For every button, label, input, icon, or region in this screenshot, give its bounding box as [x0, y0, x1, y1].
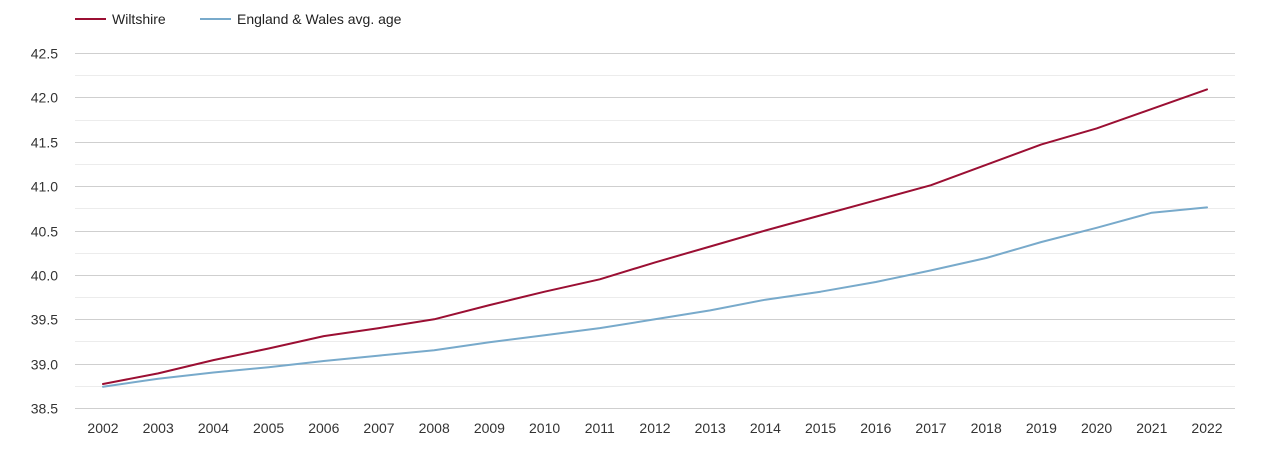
x-tick-label: 2002: [87, 420, 118, 436]
y-tick-label: 40.5: [31, 224, 58, 240]
y-tick-label: 38.5: [31, 401, 58, 417]
x-axis: 2002 2003 2004 2005 2006 2007 2008 2009 2010 2011…: [87, 420, 1222, 436]
y-tick-label: 40.0: [31, 268, 58, 284]
x-tick-label: 2020: [1081, 420, 1112, 436]
legend-label-england-wales: England & Wales avg. age: [237, 11, 402, 27]
y-tick-label: 42.0: [31, 90, 58, 106]
series-line-england-wales: [102, 206, 1208, 388]
y-tick-label: 41.0: [31, 179, 58, 195]
legend-label-wiltshire: Wiltshire: [112, 11, 166, 27]
x-tick-label: 2006: [308, 420, 339, 436]
x-tick-label: 2004: [198, 420, 229, 436]
y-tick-label: 39.0: [31, 357, 58, 373]
x-tick-label: 2019: [1026, 420, 1057, 436]
x-tick-label: 2005: [253, 420, 284, 436]
x-tick-label: 2009: [474, 420, 505, 436]
x-tick-label: 2003: [143, 420, 174, 436]
x-tick-label: 2014: [750, 420, 781, 436]
x-tick-label: 2013: [695, 420, 726, 436]
y-tick-label: 41.5: [31, 135, 58, 151]
x-tick-label: 2008: [419, 420, 450, 436]
x-tick-label: 2012: [639, 420, 670, 436]
series-line-wiltshire: [102, 88, 1208, 385]
series-lines: [102, 88, 1208, 388]
x-tick-label: 2021: [1136, 420, 1167, 436]
x-tick-label: 2018: [971, 420, 1002, 436]
x-tick-label: 2011: [585, 420, 615, 436]
x-tick-label: 2017: [915, 420, 946, 436]
grid: [75, 53, 1235, 409]
x-tick-label: 2015: [805, 420, 836, 436]
y-axis: 38.5 39.0 39.5 40.0 40.5 41.0 41.5 42.0 42.5: [31, 46, 58, 417]
x-tick-label: 2016: [860, 420, 891, 436]
y-tick-label: 39.5: [31, 312, 58, 328]
y-tick-label: 42.5: [31, 46, 58, 62]
x-tick-label: 2022: [1191, 420, 1222, 436]
x-tick-label: 2007: [363, 420, 394, 436]
x-tick-label: 2010: [529, 420, 560, 436]
legend: Wiltshire England & Wales avg. age: [75, 11, 402, 27]
